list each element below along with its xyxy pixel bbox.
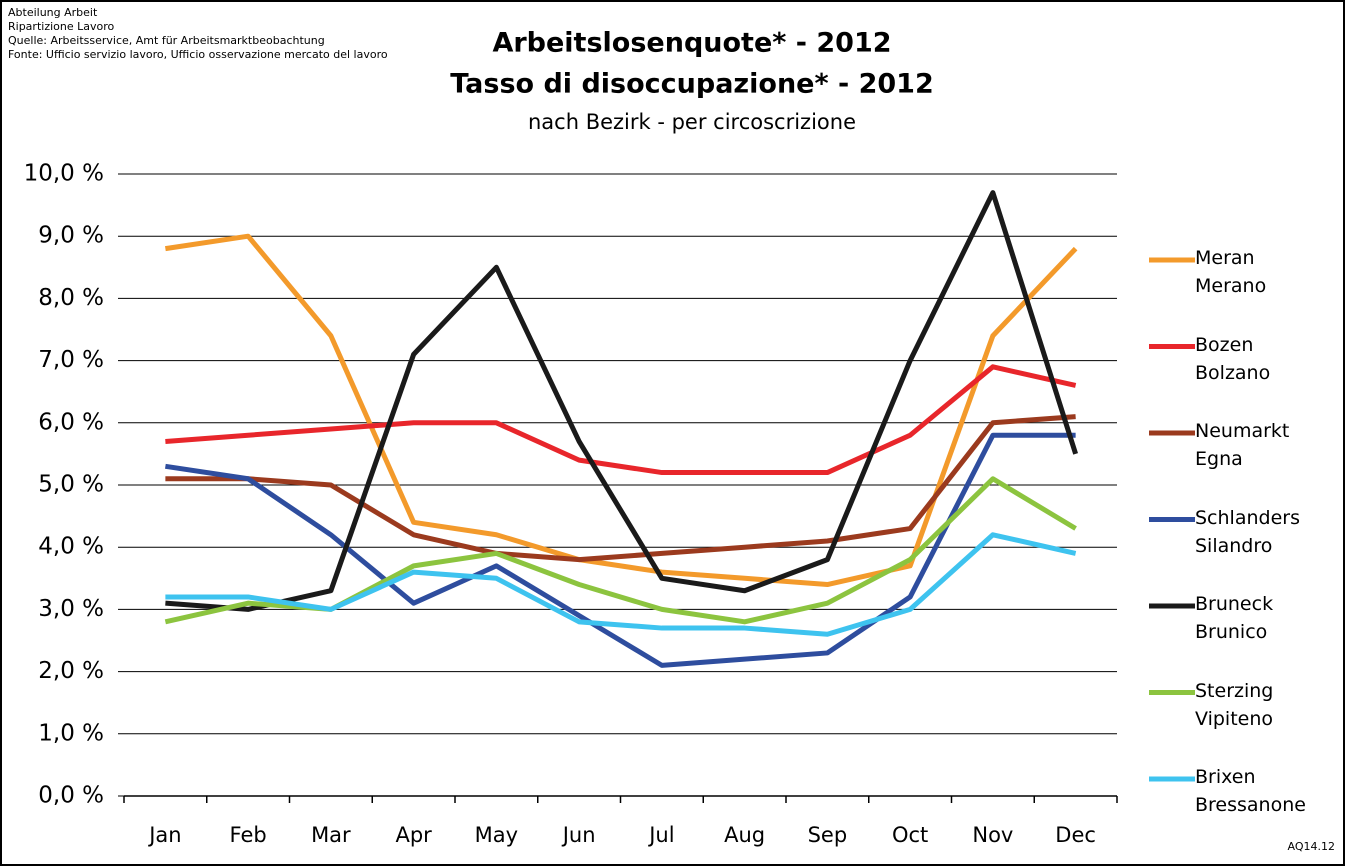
y-tick-label: 0,0 % [38, 783, 104, 809]
legend-label: Brixen Bressanone [1195, 766, 1306, 816]
y-tick-label: 10,0 % [24, 161, 104, 187]
source-note: Ripartizione Lavoro [8, 20, 115, 33]
x-tick-label: Apr [395, 823, 432, 847]
x-tick-label: Aug [724, 823, 765, 847]
y-tick-label: 6,0 % [38, 409, 104, 435]
source-note: Abteilung Arbeit [8, 6, 98, 19]
source-note: Fonte: Ufficio servizio lavoro, Ufficio … [8, 48, 388, 61]
chart-title: Tasso di disoccupazione* - 2012 [450, 69, 934, 100]
y-tick-label: 8,0 % [38, 285, 104, 311]
x-tick-label: Feb [230, 823, 267, 847]
legend-label: Bruneck Brunico [1195, 593, 1274, 643]
y-tick-label: 4,0 % [38, 534, 104, 560]
series-line [165, 414, 1076, 563]
legend-label: Schlanders Silandro [1195, 506, 1300, 557]
y-tick-label: 5,0 % [38, 472, 104, 498]
x-tick-label: May [475, 823, 518, 847]
x-tick-label: Oct [892, 823, 928, 847]
series-line [165, 532, 1077, 637]
series-line [165, 233, 1078, 588]
y-tick-label: 1,0 % [38, 720, 104, 746]
x-tick-label: Dec [1055, 823, 1096, 847]
y-tick-label: 3,0 % [38, 596, 104, 622]
y-tick-label: 2,0 % [38, 658, 104, 684]
code: AQ14.12 [1288, 840, 1335, 853]
legend-label: Sterzing Vipiteno [1195, 679, 1274, 730]
series-line [165, 364, 1077, 476]
legend-label: Meran Merano [1195, 247, 1267, 297]
y-tick-label: 7,0 % [38, 347, 104, 373]
y-tick-label: 9,0 % [38, 223, 104, 249]
chart-title: Arbeitslosenquote* - 2012 [492, 28, 891, 59]
x-tick-label: Mar [311, 823, 351, 847]
x-tick-label: Nov [972, 823, 1013, 847]
legend-label: Neumarkt Egna [1195, 420, 1290, 470]
source-note: Quelle: Arbeitsservice, Amt für Arbeitsm… [8, 34, 325, 47]
x-tick-label: Sep [808, 823, 848, 847]
series-line [164, 476, 1077, 625]
chart-subtitle: nach Bezirk - per circoscrizione [528, 110, 856, 134]
x-tick-label: Jul [647, 823, 674, 847]
x-tick-label: Jun [561, 823, 596, 847]
series-line [165, 432, 1076, 668]
legend-label: Bozen Bolzano [1195, 333, 1271, 384]
x-tick-label: Jan [147, 823, 181, 847]
series-line [165, 190, 1079, 612]
